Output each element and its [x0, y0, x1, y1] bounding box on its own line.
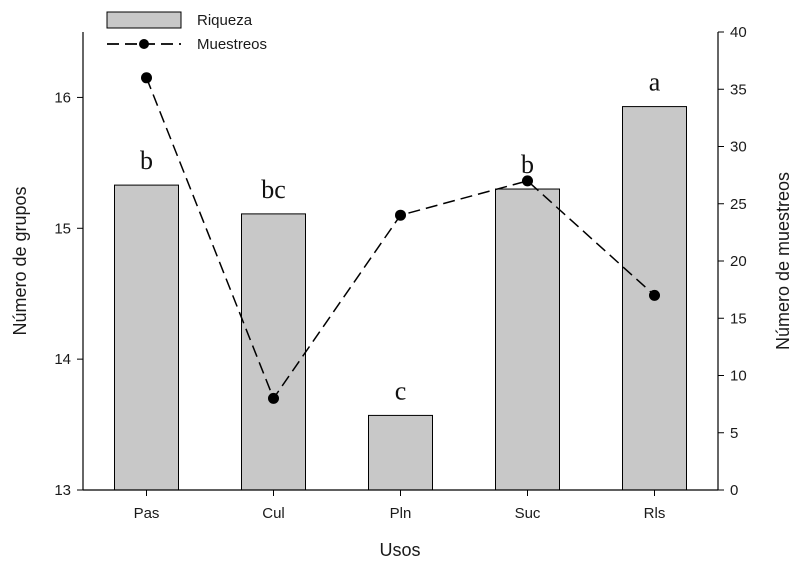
- muestreos-series: [141, 72, 660, 404]
- sig-label-pas: b: [140, 146, 153, 175]
- right-y-ticks: 0 5 10 15 20 25 30 35 40: [718, 24, 747, 499]
- x-tick-label-pas: Pas: [134, 505, 160, 522]
- sig-label-pln: c: [395, 376, 407, 405]
- bars-group: [114, 106, 687, 491]
- sig-label-rls: a: [649, 68, 661, 97]
- legend: Riqueza Muestreos: [106, 11, 267, 53]
- y2-tick-label: 0: [730, 482, 738, 499]
- y-tick-label: 15: [54, 220, 71, 237]
- y2-tick-label: 30: [730, 139, 747, 156]
- y-tick-label: 14: [54, 351, 71, 368]
- bar-cul: [241, 213, 306, 491]
- y2-tick-label: 40: [730, 24, 747, 41]
- muestreos-point-pas: [141, 72, 152, 84]
- y2-tick-label: 10: [730, 368, 747, 385]
- x-tick-label-pln: Pln: [390, 505, 412, 522]
- x-tick-label-cul: Cul: [262, 505, 285, 522]
- y-axis-title: Número de grupos: [10, 186, 30, 335]
- x-axis-title: Usos: [379, 540, 420, 560]
- left-y-ticks: 13 14 15 16: [54, 89, 83, 499]
- sig-label-suc: b: [521, 150, 534, 179]
- x-tick-label-rls: Rls: [644, 505, 666, 522]
- sig-label-cul: bc: [261, 175, 286, 204]
- muestreos-point-cul: [268, 392, 279, 404]
- bar-pln: [368, 414, 433, 491]
- muestreos-point-pln: [395, 209, 406, 221]
- x-tick-label-suc: Suc: [515, 505, 541, 522]
- legend-line-label: Muestreos: [197, 36, 267, 53]
- y2-tick-label: 5: [730, 425, 738, 442]
- legend-bar-swatch: [106, 11, 182, 29]
- y2-tick-label: 25: [730, 196, 747, 213]
- y2-tick-label: 15: [730, 310, 747, 327]
- x-ticks: Pas Cul Pln Suc Rls: [134, 490, 666, 522]
- y2-tick-label: 35: [730, 81, 747, 98]
- legend-line-marker: [139, 39, 149, 49]
- bar-pas: [114, 184, 179, 491]
- bar-suc: [495, 188, 560, 491]
- muestreos-line: [145, 77, 656, 400]
- legend-bar-label: Riqueza: [197, 12, 253, 29]
- significance-labels: b bc c b a: [140, 68, 661, 406]
- muestreos-point-rls: [649, 289, 660, 301]
- y2-axis-title: Número de muestreos: [773, 172, 793, 350]
- y2-tick-label: 20: [730, 253, 747, 270]
- y-tick-label: 13: [54, 482, 71, 499]
- muestreos-point-suc: [522, 175, 533, 187]
- y-tick-label: 16: [54, 89, 71, 106]
